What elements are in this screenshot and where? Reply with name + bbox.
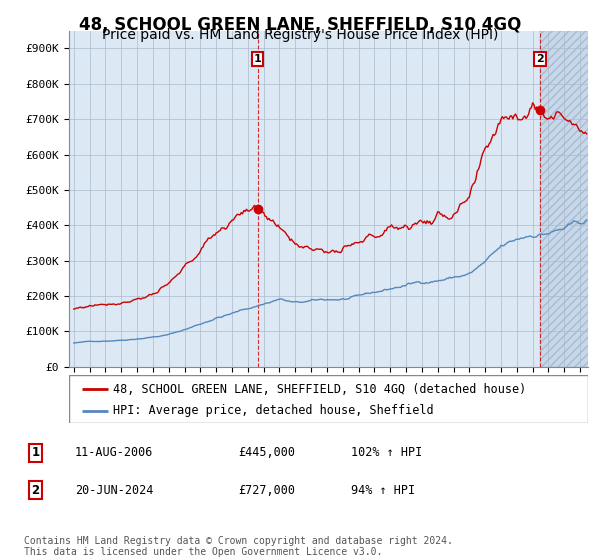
Text: HPI: Average price, detached house, Sheffield: HPI: Average price, detached house, Shef… — [113, 404, 434, 417]
Text: 48, SCHOOL GREEN LANE, SHEFFIELD, S10 4GQ: 48, SCHOOL GREEN LANE, SHEFFIELD, S10 4G… — [79, 16, 521, 34]
Text: Price paid vs. HM Land Registry's House Price Index (HPI): Price paid vs. HM Land Registry's House … — [102, 28, 498, 42]
Text: 1: 1 — [254, 54, 262, 64]
Text: 102% ↑ HPI: 102% ↑ HPI — [351, 446, 422, 459]
Text: £727,000: £727,000 — [238, 484, 295, 497]
Text: £445,000: £445,000 — [238, 446, 295, 459]
Text: 2: 2 — [536, 54, 544, 64]
Text: Contains HM Land Registry data © Crown copyright and database right 2024.
This d: Contains HM Land Registry data © Crown c… — [24, 535, 453, 557]
Text: 94% ↑ HPI: 94% ↑ HPI — [351, 484, 415, 497]
Text: 48, SCHOOL GREEN LANE, SHEFFIELD, S10 4GQ (detached house): 48, SCHOOL GREEN LANE, SHEFFIELD, S10 4G… — [113, 383, 526, 396]
Text: 20-JUN-2024: 20-JUN-2024 — [75, 484, 153, 497]
FancyBboxPatch shape — [69, 375, 588, 423]
Text: 11-AUG-2006: 11-AUG-2006 — [75, 446, 153, 459]
Text: 2: 2 — [31, 484, 40, 497]
Text: 1: 1 — [31, 446, 40, 459]
Bar — [540, 31, 588, 367]
